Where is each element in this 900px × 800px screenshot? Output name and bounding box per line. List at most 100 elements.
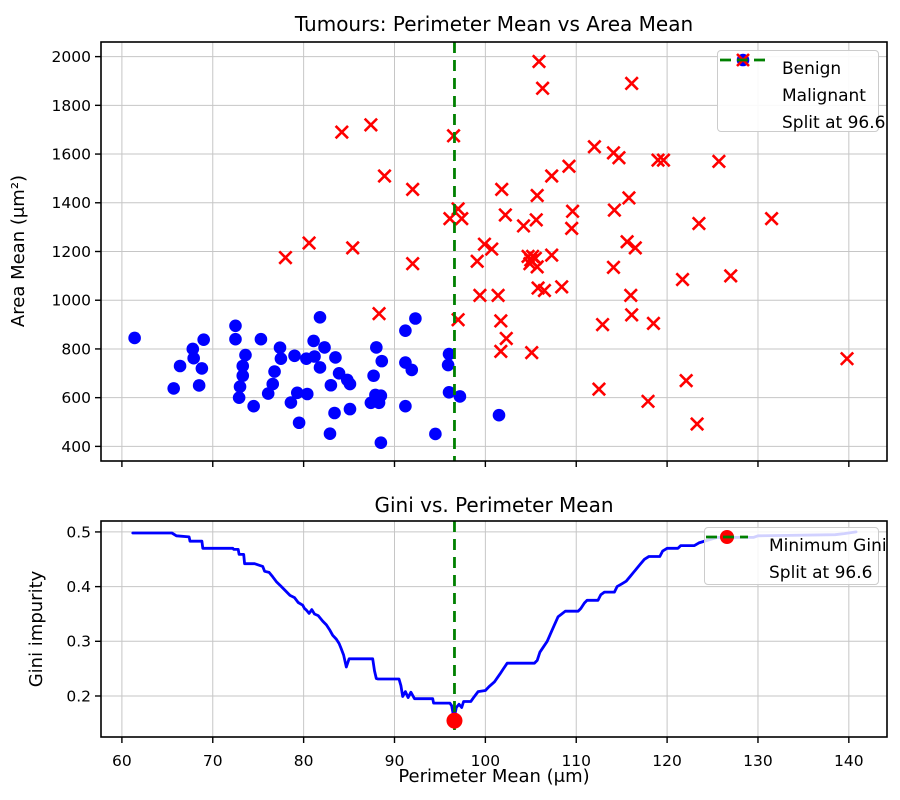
legend-label-benign: Benign	[782, 58, 842, 79]
benign-point	[374, 389, 388, 403]
y-tick-label: 0.3	[66, 633, 91, 651]
benign-point	[405, 363, 419, 377]
benign-point	[343, 402, 357, 416]
malignant-point	[531, 54, 547, 69]
x-tick-label: 140	[834, 752, 864, 770]
y-tick-label: 1800	[52, 97, 91, 115]
benign-point	[409, 312, 422, 325]
benign-point	[453, 390, 467, 403]
malignant-point	[646, 316, 661, 331]
malignant-point	[607, 202, 622, 218]
malignant-point	[650, 153, 666, 168]
benign-point	[229, 319, 242, 333]
benign-point	[343, 377, 357, 391]
benign-point	[367, 369, 380, 383]
malignant-point	[611, 150, 627, 165]
x-tick-label: 80	[294, 752, 314, 770]
benign-point	[300, 387, 314, 401]
benign-point	[173, 359, 187, 373]
malignant-point	[621, 190, 637, 206]
malignant-point	[711, 154, 727, 169]
scatter-legend: Benign Malignant Split at 96.6	[717, 50, 885, 133]
scatter-plot: 400 600 800 1000 1200 1400 1600 1800 2000	[52, 41, 888, 467]
y-tick-label: 1600	[52, 145, 91, 163]
malignant-point	[278, 250, 293, 265]
malignant-point	[544, 248, 559, 263]
benign-point	[284, 396, 298, 409]
malignant-point	[334, 125, 349, 140]
benign-point	[324, 378, 338, 392]
malignant-point	[723, 268, 738, 283]
gini-ylabel: Gini impurity	[26, 570, 47, 687]
malignant-point	[624, 76, 639, 91]
malignant-point	[498, 207, 513, 223]
benign-point	[399, 324, 412, 337]
benign-point	[313, 310, 327, 324]
x-tick-label: 60	[112, 752, 132, 770]
benign-point	[254, 332, 268, 346]
malignant-point	[640, 394, 656, 409]
malignant-point	[490, 288, 506, 303]
legend-entry-split2: Split at 96.6	[706, 535, 872, 586]
x-tick-label: 120	[652, 752, 682, 770]
benign-point	[318, 341, 331, 354]
malignant-point	[454, 211, 469, 226]
malignant-point	[620, 234, 635, 249]
malignant-point	[591, 382, 607, 397]
malignant-point	[493, 344, 508, 359]
malignant-point	[535, 81, 550, 96]
legend-entry-split: Split at 96.6	[720, 58, 885, 136]
malignant-point	[470, 254, 485, 269]
malignant-point	[679, 373, 694, 388]
axes-frame	[100, 520, 888, 738]
benign-point	[274, 352, 288, 365]
malignant-point	[656, 153, 671, 168]
benign-point	[236, 369, 250, 383]
malignant-point	[363, 117, 378, 132]
malignant-point	[494, 182, 509, 197]
benign-point	[399, 399, 412, 413]
x-tick-label: 130	[743, 752, 773, 770]
y-tick-label: 0.4	[66, 578, 91, 596]
benign-point	[261, 387, 275, 400]
malignant-point	[624, 307, 639, 322]
benign-point	[247, 399, 260, 413]
malignant-point	[764, 211, 779, 226]
malignant-point	[554, 279, 569, 294]
x-axis-label: Perimeter Mean (μm)	[398, 766, 589, 787]
x-tick-label: 70	[203, 752, 223, 770]
benign-point	[266, 377, 280, 391]
y-tick-label: 600	[61, 389, 91, 407]
legend-entry-malignant: Malignant	[724, 53, 868, 109]
benign-point	[308, 350, 321, 363]
benign-point	[290, 386, 304, 400]
y-tick-label: 0.2	[66, 687, 91, 705]
legend-label-split: Split at 96.6	[782, 112, 886, 133]
y-tick-label: 800	[61, 340, 91, 358]
y-tick-label: 2000	[52, 48, 91, 66]
benign-point	[229, 332, 242, 346]
x-tick-label: 90	[385, 752, 405, 770]
malignant-point	[405, 256, 420, 271]
benign-point	[441, 358, 455, 372]
benign-point	[192, 379, 206, 392]
benign-point	[375, 354, 389, 368]
scatter-ylabel: Area Mean (μm²)	[8, 175, 29, 327]
y-tick-label: 1000	[52, 292, 91, 310]
malignant-point	[499, 331, 514, 346]
benign-point	[323, 427, 337, 441]
malignant-point	[530, 259, 545, 274]
x-tick-label: 100	[471, 752, 501, 770]
benign-point	[429, 427, 442, 441]
malignant-point	[484, 241, 499, 257]
malignant-point	[524, 345, 539, 360]
benign-point	[329, 351, 342, 364]
y-tick-label: 1200	[52, 243, 91, 261]
malignant-point	[544, 168, 559, 184]
benign-point	[442, 347, 456, 361]
gini-plot: 60 70 80 90 100 110 120 130 140 0.2 0.3 0.4 0.5	[66, 520, 888, 770]
legend-label-split2: Split at 96.6	[769, 562, 873, 583]
benign-point	[167, 382, 180, 395]
malignant-point	[477, 237, 492, 252]
